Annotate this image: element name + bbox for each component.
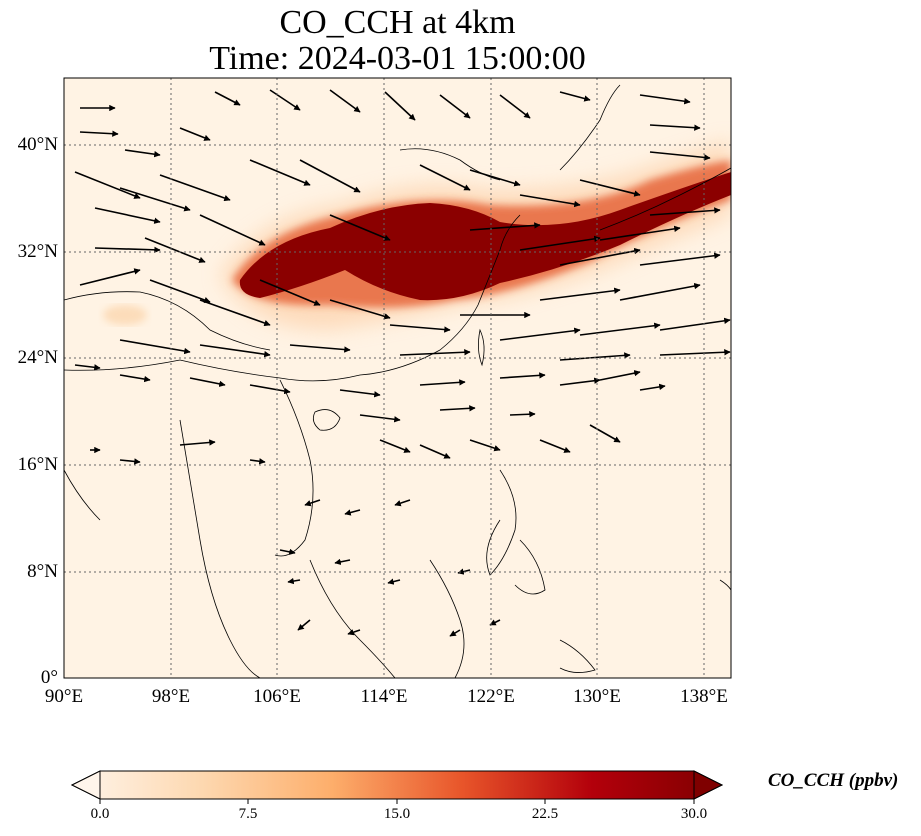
colorbar-tick-0: 0.0 — [90, 806, 110, 822]
map-title: CO_CCH at 4km — [279, 4, 516, 41]
lat-tick-24n: 24°N — [17, 347, 58, 368]
wind-vectors — [74, 89, 731, 637]
lat-tick-16n: 16°N — [17, 454, 58, 475]
lon-tick-90e: 90°E — [44, 686, 84, 707]
lat-tick-40n: 40°N — [17, 134, 58, 155]
concentration-field — [64, 78, 731, 678]
lon-tick-122e: 122°E — [467, 686, 515, 707]
lon-tick-130e: 130°E — [573, 686, 621, 707]
lat-tick-8n: 8°N — [27, 561, 58, 582]
lat-tick-32n: 32°N — [17, 241, 58, 262]
plume-core — [239, 172, 731, 301]
colorbar-tick-15: 15.0 — [383, 806, 411, 822]
colorbar — [70, 770, 724, 804]
colorbar-tick-22-5: 22.5 — [531, 806, 559, 822]
lon-tick-138e: 138°E — [680, 686, 728, 707]
colorbar-label: CO_CCH (ppbv) — [768, 770, 899, 791]
lon-tick-114e: 114°E — [360, 686, 408, 707]
lon-tick-98e: 98°E — [151, 686, 191, 707]
map-frame — [63, 77, 732, 679]
gridlines — [64, 78, 731, 678]
lon-tick-106e: 106°E — [253, 686, 301, 707]
colorbar-tick-7-5: 7.5 — [238, 806, 258, 822]
map-subtitle: Time: 2024-03-01 15:00:00 — [209, 40, 586, 77]
colorbar-tick-30: 30.0 — [680, 806, 708, 822]
lat-tick-0: 0° — [40, 667, 58, 688]
